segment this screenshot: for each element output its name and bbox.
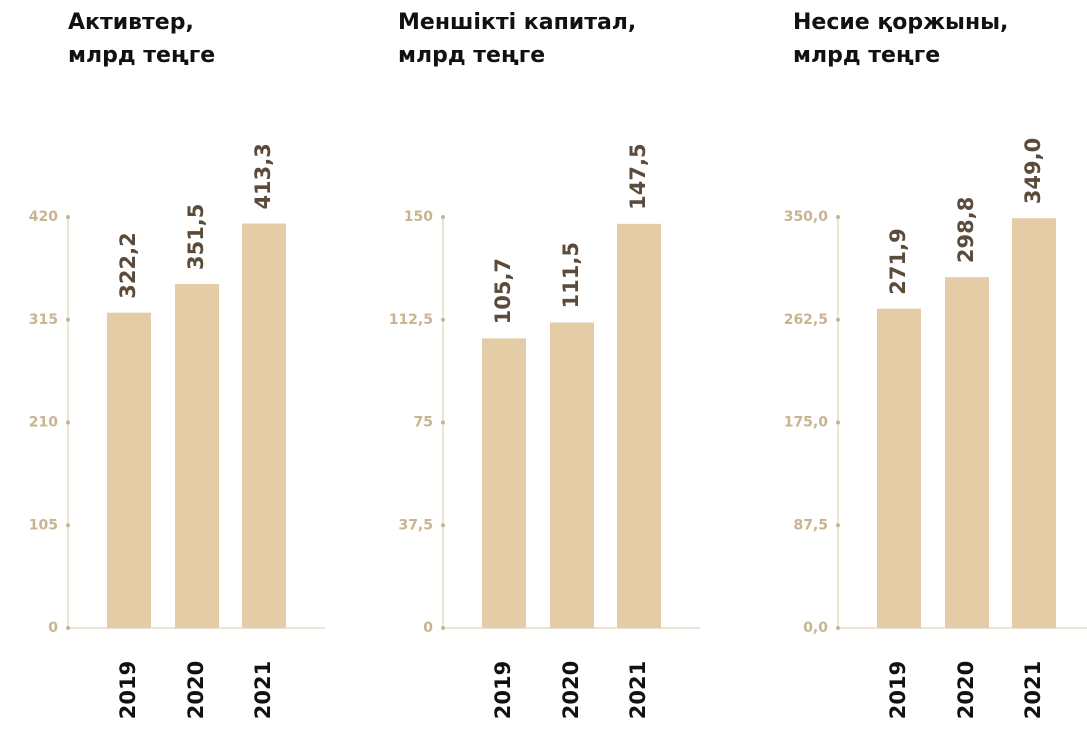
bar: [242, 223, 286, 628]
bar: [107, 312, 151, 628]
tick-mark: [66, 626, 70, 630]
x-tick-label: 2021: [251, 661, 275, 719]
value-label: 147,5: [626, 143, 650, 209]
tick-mark: [441, 420, 445, 425]
y-tick-label: 420: [29, 209, 58, 225]
tick-mark: [441, 626, 445, 630]
value-label: 413,3: [251, 143, 275, 209]
value-label: 298,8: [954, 197, 978, 263]
tick-mark: [441, 523, 445, 528]
x-tick-label: 2021: [626, 661, 650, 719]
value-label: 111,5: [559, 242, 583, 308]
x-tick-label: 2020: [559, 661, 583, 719]
y-tick-label: 315: [29, 312, 58, 328]
tick-mark: [441, 317, 445, 322]
bar: [175, 284, 219, 628]
y-tick-label: 75: [414, 415, 433, 431]
y-tick-label: 87,5: [793, 517, 828, 533]
y-tick-label: 105: [29, 517, 58, 533]
bar: [1012, 218, 1056, 628]
chart-title: Меншікті капитал, млрд теңге: [398, 10, 637, 68]
bar: [482, 338, 526, 628]
y-tick-label: 150: [404, 209, 433, 225]
value-label: 351,5: [184, 204, 208, 270]
tick-mark: [66, 215, 70, 219]
tick-mark: [66, 420, 70, 425]
tick-mark: [441, 215, 445, 219]
chart-title: Несие қоржыны, млрд теңге: [793, 10, 1009, 68]
x-tick-label: 2020: [184, 661, 208, 719]
y-tick-label: 0,0: [803, 620, 828, 636]
bar: [945, 277, 989, 628]
tick-mark: [836, 523, 840, 528]
y-tick-label: 210: [29, 415, 58, 431]
y-tick-label: 175,0: [784, 415, 829, 431]
tick-mark: [836, 317, 840, 322]
tick-mark: [66, 317, 70, 322]
y-tick-label: 0: [423, 620, 433, 636]
y-tick-label: 112,5: [389, 312, 433, 328]
bar: [617, 223, 661, 628]
x-tick-label: 2019: [886, 661, 910, 719]
value-label: 271,9: [886, 228, 910, 294]
tick-mark: [836, 215, 840, 219]
x-tick-label: 2021: [1021, 661, 1045, 719]
value-label: 105,7: [491, 258, 515, 324]
value-label: 322,2: [116, 232, 140, 298]
bar: [877, 308, 921, 628]
x-tick-label: 2019: [491, 661, 515, 719]
y-tick-label: 0: [48, 620, 58, 636]
x-tick-label: 2019: [116, 661, 140, 719]
value-label: 349,0: [1021, 138, 1045, 204]
tick-mark: [66, 523, 70, 528]
y-tick-label: 37,5: [398, 517, 433, 533]
bar: [550, 322, 594, 628]
chart-title: Активтер, млрд теңге: [68, 10, 216, 68]
y-tick-label: 262,5: [784, 312, 828, 328]
x-tick-label: 2020: [954, 661, 978, 719]
y-tick-label: 350,0: [784, 209, 829, 225]
tick-mark: [836, 626, 840, 630]
tick-mark: [836, 420, 840, 425]
